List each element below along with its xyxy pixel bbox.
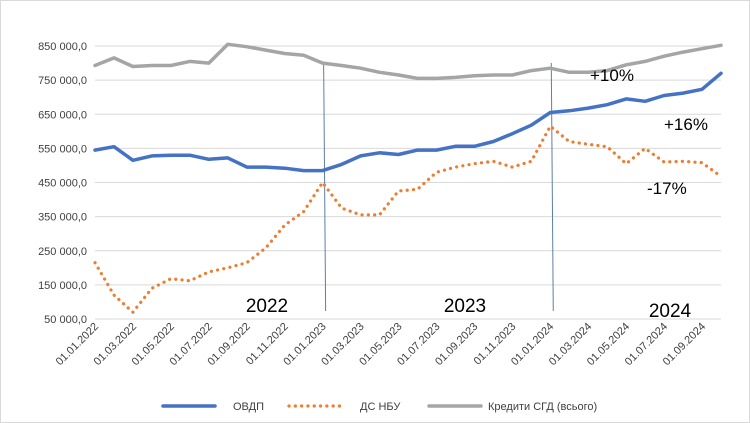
year-label-2024: 2024 [649,301,692,322]
series-line-кредити-сгд-всього- [93,42,723,81]
series-line-дс-нбу [93,124,723,314]
annotation-credits-change: +10% [590,66,634,85]
y-tick-label: 150 000,0 [38,280,87,292]
y-tick-label: 750 000,0 [38,75,87,87]
annotation-ovdp-change: +16% [664,115,708,134]
legend: ОВДП ДС НБУ Кредити СГД (всього) [161,401,597,413]
y-tick-label: 50 000,0 [44,314,87,326]
x-axis-tick-labels: 01.01.202201.03.202201.05.202201.07.2022… [54,321,708,368]
year-label-2023: 2023 [444,296,486,317]
year-labels: 2022 2023 2024 [246,296,692,322]
percent-annotations: +10% +16% -17% [590,66,708,198]
year-divider-2024 [550,62,554,312]
series-line-овдп [93,71,723,173]
y-axis-tick-labels: 50 000,0 150 000,0 250 000,0 350 000,0 450 0… [38,41,87,326]
legend-label-nbu: ДС НБУ [360,401,401,413]
gridlines [95,45,721,320]
y-tick-label: 450 000,0 [38,178,87,190]
legend-label-credits: Кредити СГД (всього) [488,401,597,413]
y-tick-label: 850 000,0 [38,41,87,53]
data-series [93,42,723,314]
legend-label-ovdp: ОВДП [233,401,264,413]
y-tick-label: 650 000,0 [38,109,87,121]
year-dividers [323,62,554,312]
y-tick-label: 350 000,0 [38,212,87,224]
year-divider-2023 [323,62,327,312]
year-label-2022: 2022 [246,296,288,317]
y-tick-label: 550 000,0 [38,143,87,155]
annotation-nbu-change: -17% [647,179,687,198]
y-tick-label: 250 000,0 [38,246,87,258]
